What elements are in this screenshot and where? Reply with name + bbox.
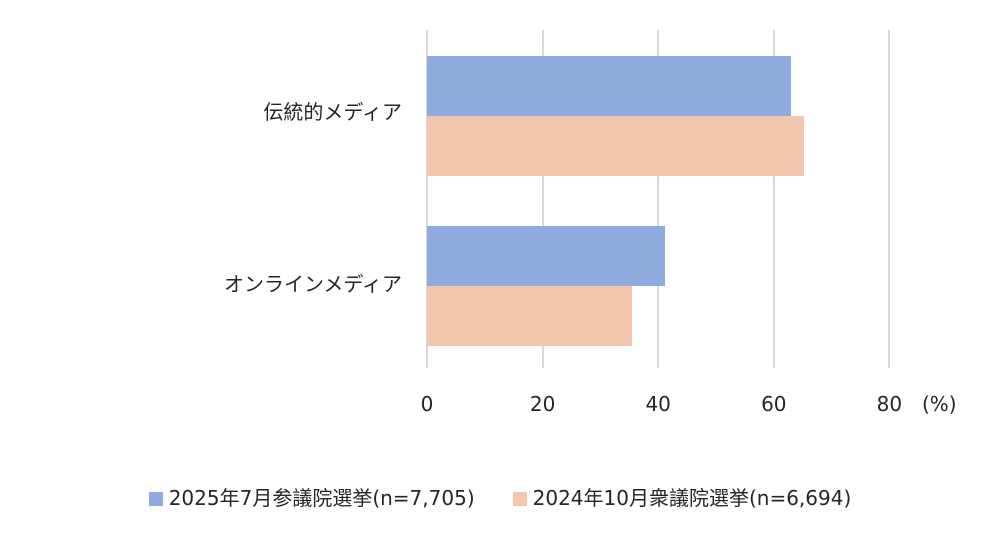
legend-label-2025: 2025年7月参議院選挙(n=7,705): [168, 486, 475, 510]
gridline-20: [541, 30, 544, 368]
tick-label-60: 60: [761, 392, 787, 416]
x-axis-unit: (%): [922, 392, 957, 416]
gridline-60: [772, 30, 775, 368]
tick-label-80: 80: [876, 392, 903, 416]
bar-0-1: [427, 116, 804, 176]
gridline-0: [426, 30, 428, 368]
legend: 2025年7月参議院選挙(n=7,705) 2024年10月衆議院選挙(n=6,…: [0, 482, 1000, 511]
legend-label-2024: 2024年10月衆議院選挙(n=6,694): [532, 486, 852, 510]
bar-1-0: [427, 226, 666, 286]
legend-item-2024: 2024年10月衆議院選挙(n=6,694): [512, 482, 852, 511]
gridline-40: [657, 30, 660, 368]
bar-0-0: [427, 56, 791, 116]
legend-swatch-orange: [512, 492, 527, 506]
gridline-80: [888, 30, 891, 368]
tick-label-40: 40: [645, 392, 671, 416]
legend-swatch-blue: [148, 492, 163, 506]
tick-label-20: 20: [529, 392, 556, 416]
category-label-traditional-media: 伝統的メディア: [263, 100, 402, 124]
legend-item-2025: 2025年7月参議院選挙(n=7,705): [148, 482, 475, 511]
tick-label-0: 0: [420, 392, 434, 416]
bar-1-1: [427, 286, 633, 346]
category-label-online-media: オンラインメディア: [224, 272, 402, 296]
